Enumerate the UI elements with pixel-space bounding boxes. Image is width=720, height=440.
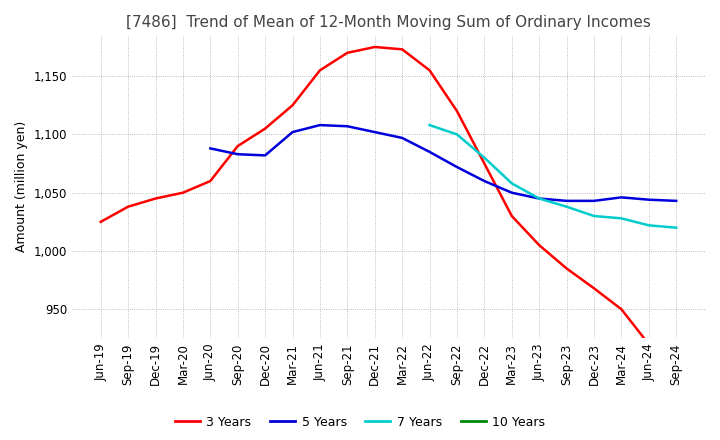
Y-axis label: Amount (million yen): Amount (million yen) bbox=[15, 121, 28, 253]
5 Years bbox=[288, 129, 297, 135]
3 Years bbox=[370, 44, 379, 50]
7 Years bbox=[426, 122, 434, 128]
5 Years bbox=[315, 122, 324, 128]
3 Years bbox=[96, 219, 105, 224]
3 Years bbox=[508, 213, 516, 219]
7 Years bbox=[508, 181, 516, 186]
3 Years bbox=[426, 68, 434, 73]
5 Years bbox=[535, 196, 544, 201]
3 Years bbox=[288, 103, 297, 108]
3 Years bbox=[453, 109, 462, 114]
3 Years bbox=[179, 190, 187, 195]
3 Years bbox=[124, 204, 132, 209]
3 Years bbox=[480, 161, 489, 166]
Line: 5 Years: 5 Years bbox=[210, 125, 676, 201]
5 Years bbox=[590, 198, 598, 204]
3 Years bbox=[315, 68, 324, 73]
7 Years bbox=[617, 216, 626, 221]
5 Years bbox=[398, 135, 407, 140]
3 Years bbox=[644, 341, 653, 347]
5 Years bbox=[562, 198, 571, 204]
3 Years bbox=[261, 126, 269, 131]
5 Years bbox=[206, 146, 215, 151]
Legend: 3 Years, 5 Years, 7 Years, 10 Years: 3 Years, 5 Years, 7 Years, 10 Years bbox=[170, 411, 550, 434]
7 Years bbox=[480, 155, 489, 160]
3 Years bbox=[151, 196, 160, 201]
Line: 3 Years: 3 Years bbox=[101, 47, 649, 344]
3 Years bbox=[206, 178, 215, 183]
5 Years bbox=[261, 153, 269, 158]
3 Years bbox=[535, 242, 544, 248]
7 Years bbox=[562, 204, 571, 209]
5 Years bbox=[508, 190, 516, 195]
3 Years bbox=[233, 143, 242, 149]
7 Years bbox=[590, 213, 598, 219]
3 Years bbox=[617, 307, 626, 312]
5 Years bbox=[617, 195, 626, 200]
5 Years bbox=[426, 149, 434, 154]
5 Years bbox=[343, 124, 351, 129]
5 Years bbox=[453, 165, 462, 170]
5 Years bbox=[233, 152, 242, 157]
5 Years bbox=[672, 198, 680, 204]
3 Years bbox=[562, 266, 571, 271]
5 Years bbox=[644, 197, 653, 202]
5 Years bbox=[480, 178, 489, 183]
3 Years bbox=[590, 286, 598, 291]
7 Years bbox=[644, 223, 653, 228]
Line: 7 Years: 7 Years bbox=[430, 125, 676, 227]
3 Years bbox=[398, 47, 407, 52]
7 Years bbox=[535, 196, 544, 201]
7 Years bbox=[453, 132, 462, 137]
5 Years bbox=[370, 129, 379, 135]
3 Years bbox=[343, 50, 351, 55]
7 Years bbox=[672, 225, 680, 230]
Title: [7486]  Trend of Mean of 12-Month Moving Sum of Ordinary Incomes: [7486] Trend of Mean of 12-Month Moving … bbox=[126, 15, 651, 30]
